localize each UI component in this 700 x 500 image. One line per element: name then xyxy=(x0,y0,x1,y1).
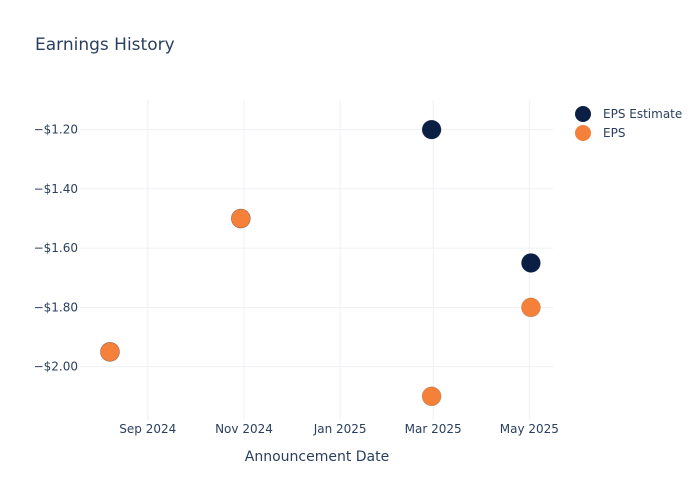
y-tick-label: −$1.40 xyxy=(34,182,78,196)
chart-title: Earnings History xyxy=(35,35,175,55)
x-tick-label: Sep 2024 xyxy=(119,422,176,436)
legend[interactable]: EPS Estimate EPS xyxy=(575,106,682,141)
eps-point[interactable] xyxy=(100,342,120,362)
eps-point[interactable] xyxy=(231,208,251,229)
eps-estimate-point[interactable] xyxy=(421,119,442,140)
grid xyxy=(80,100,553,420)
y-axis-ticks: −$1.20 −$1.40 −$1.60 −$1.80 −$2.00 xyxy=(34,123,78,374)
legend-marker[interactable] xyxy=(575,125,591,141)
legend-label[interactable]: EPS xyxy=(603,126,625,140)
y-tick-label: −$1.80 xyxy=(34,300,78,314)
x-tick-label: Nov 2024 xyxy=(215,422,273,436)
data-points xyxy=(100,119,541,407)
x-tick-label: Jan 2025 xyxy=(313,422,367,436)
y-tick-label: −$1.60 xyxy=(34,241,78,255)
y-tick-label: −$1.20 xyxy=(34,123,78,137)
eps-estimate-point[interactable] xyxy=(521,253,541,273)
eps-point[interactable] xyxy=(421,386,442,407)
legend-label[interactable]: EPS Estimate xyxy=(603,107,682,121)
x-tick-label: May 2025 xyxy=(500,422,559,436)
x-axis-title: Announcement Date xyxy=(245,449,389,465)
x-tick-label: Mar 2025 xyxy=(405,422,462,436)
eps-point[interactable] xyxy=(521,297,541,318)
y-tick-label: −$2.00 xyxy=(34,360,78,374)
legend-marker[interactable] xyxy=(575,106,591,122)
x-axis-ticks: Sep 2024 Nov 2024 Jan 2025 Mar 2025 May 2025 xyxy=(119,422,559,436)
